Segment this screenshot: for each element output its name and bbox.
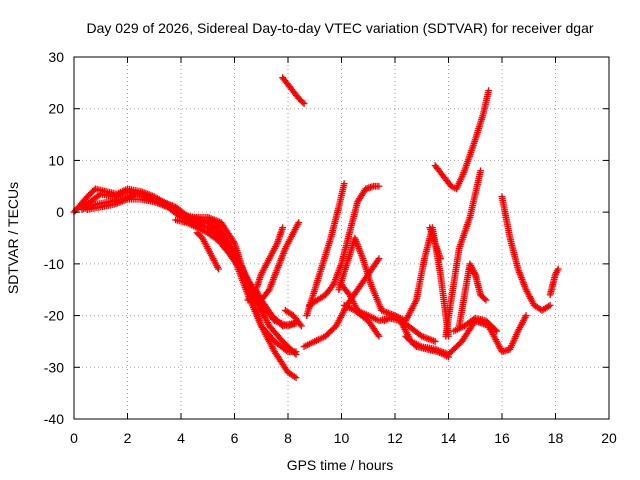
series-track-9: [279, 74, 308, 107]
data-point: [289, 319, 297, 327]
y-tick-label: -30: [44, 359, 64, 375]
y-tick-label: -20: [44, 308, 64, 324]
x-tick-label: 20: [601, 430, 617, 446]
data-point: [437, 255, 444, 263]
y-tick-label: 0: [56, 204, 64, 220]
x-tick-label: 8: [284, 430, 292, 446]
data-point: [375, 255, 383, 263]
x-tick-label: 4: [177, 430, 185, 446]
series-track-24: [431, 87, 493, 193]
series-track-25: [498, 193, 554, 314]
data-point: [554, 265, 562, 273]
data-point: [375, 182, 383, 190]
chart-title: Day 029 of 2026, Sidereal Day-to-day VTE…: [86, 20, 593, 36]
data-point: [296, 321, 304, 328]
data-series: [70, 74, 562, 382]
series-track-22: [466, 265, 484, 299]
series-track-7: [244, 224, 287, 304]
series-track-23: [442, 167, 484, 340]
series-track-19: [426, 224, 444, 263]
series-track-8: [252, 219, 303, 304]
y-tick-label: 20: [48, 101, 64, 117]
x-tick-label: 2: [124, 430, 132, 446]
series-track-26: [546, 265, 562, 299]
data-point: [545, 302, 552, 310]
x-tick-label: 6: [231, 430, 239, 446]
series-track-11: [300, 255, 383, 350]
data-point: [374, 256, 382, 264]
data-point: [279, 224, 287, 232]
data-point: [445, 353, 452, 361]
data-point: [491, 326, 499, 334]
data-point: [374, 331, 382, 339]
data-point: [375, 332, 383, 340]
data-point: [481, 295, 489, 303]
y-tick-label: 10: [48, 152, 64, 168]
data-point: [292, 374, 300, 382]
y-tick-label: -40: [44, 411, 64, 427]
x-axis-label: GPS time / hours: [287, 457, 394, 473]
data-point: [546, 301, 554, 309]
data-point: [300, 100, 308, 107]
data-point: [493, 327, 501, 335]
data-point: [291, 373, 298, 380]
series-track-10: [281, 307, 305, 330]
x-tick-label: 12: [387, 430, 403, 446]
data-point: [477, 167, 484, 175]
axis-ticks: 0 2 4 6 8 10 12 14 16 18 20 -40 -30 -20 -10 0 10 20 30: [44, 49, 617, 446]
data-point: [295, 219, 303, 226]
data-point: [485, 87, 493, 95]
data-point: [340, 180, 348, 188]
data-point: [215, 265, 222, 273]
data-point: [292, 350, 300, 358]
series-track-12: [303, 180, 348, 319]
data-point: [482, 296, 490, 304]
data-point: [522, 312, 530, 319]
x-tick-label: 10: [334, 430, 350, 446]
series-track-6: [193, 229, 222, 273]
y-axis-label: SDTVAR / TECUs: [5, 182, 21, 294]
x-tick-label: 14: [441, 430, 457, 446]
data-point: [299, 98, 307, 106]
y-tick-label: -10: [44, 256, 64, 272]
x-tick-label: 16: [494, 430, 510, 446]
y-tick-label: 30: [48, 49, 64, 65]
data-point: [431, 338, 439, 345]
data-point: [297, 322, 305, 330]
series-track-18: [402, 332, 452, 361]
series-track-20: [450, 314, 501, 335]
series-track-16: [340, 301, 383, 340]
data-point: [477, 291, 484, 299]
data-point: [291, 349, 299, 357]
x-tick-label: 0: [70, 430, 78, 446]
x-tick-label: 18: [548, 430, 564, 446]
